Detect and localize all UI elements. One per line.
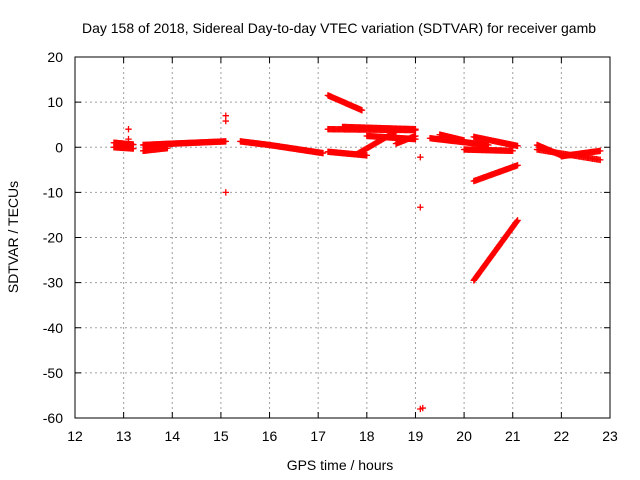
data-point — [222, 117, 229, 125]
data-point — [417, 153, 424, 161]
data-point — [419, 404, 426, 412]
x-tick-label: 17 — [310, 428, 326, 444]
data-point — [412, 132, 419, 140]
data-point — [460, 137, 468, 144]
data-point — [125, 135, 132, 143]
data-point — [392, 128, 400, 135]
chart-title: Day 158 of 2018, Sidereal Day-to-day VTE… — [82, 20, 596, 36]
data-point — [597, 147, 604, 155]
data-point — [222, 189, 229, 196]
data-point — [164, 144, 171, 152]
y-tick-label: 10 — [47, 94, 63, 110]
data-point — [514, 142, 521, 150]
data-series — [110, 92, 604, 413]
x-tick-label: 12 — [67, 428, 83, 444]
x-tick-label: 20 — [456, 428, 472, 444]
x-tick-label: 22 — [554, 428, 570, 444]
x-tick-label: 21 — [505, 428, 521, 444]
y-tick-label: -40 — [43, 320, 63, 336]
data-point — [363, 152, 371, 159]
x-tick-label: 23 — [602, 428, 618, 444]
x-tick-label: 15 — [213, 428, 229, 444]
data-point — [509, 147, 516, 155]
x-tick-label: 19 — [408, 428, 424, 444]
y-axis-label: SDTVAR / TECUs — [5, 181, 21, 293]
x-tick-label: 16 — [262, 428, 278, 444]
y-tick-labels: 20 10 0 -10 -20 -30 -40 -50 -60 — [43, 49, 63, 426]
y-tick-label: 0 — [55, 139, 63, 155]
y-tick-label: -50 — [43, 365, 63, 381]
data-point — [319, 149, 327, 157]
x-tick-labels: 12 13 14 15 16 17 18 19 20 21 22 23 — [67, 428, 618, 444]
data-point — [222, 112, 229, 119]
y-tick-label: -10 — [43, 184, 63, 200]
y-tick-label: -60 — [43, 410, 63, 426]
data-point — [125, 126, 132, 133]
y-tick-label: -20 — [43, 230, 63, 246]
data-point — [514, 217, 521, 224]
data-point — [514, 162, 521, 169]
data-point — [358, 107, 366, 114]
x-tick-label: 18 — [359, 428, 375, 444]
x-tick-label: 13 — [116, 428, 132, 444]
data-point — [597, 156, 604, 164]
data-point — [417, 204, 424, 211]
x-axis-label: GPS time / hours — [287, 457, 394, 473]
data-point — [222, 138, 229, 145]
x-tick-label: 14 — [164, 428, 180, 444]
plot-frame — [74, 56, 611, 419]
y-tick-label: 20 — [47, 49, 63, 65]
y-tick-label: -30 — [43, 275, 63, 291]
data-point — [130, 145, 137, 152]
grid-lines — [75, 57, 610, 418]
data-point — [412, 126, 419, 133]
